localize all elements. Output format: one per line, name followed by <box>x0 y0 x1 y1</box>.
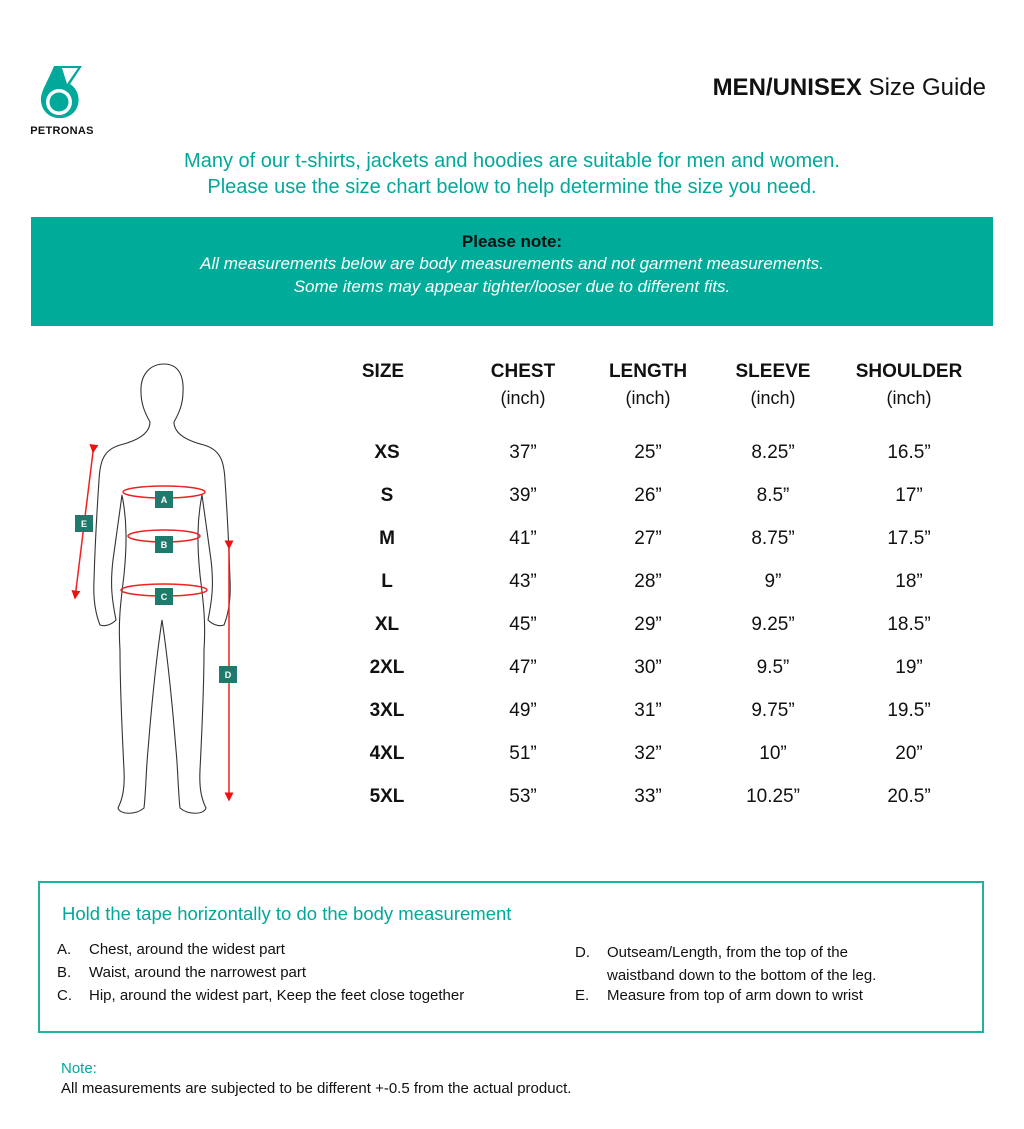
table-cell: 19.5” <box>887 700 931 721</box>
instruction-c: C. Hip, around the widest part, Keep the … <box>57 987 465 1004</box>
footer-note-text: All measurements are subjected to be dif… <box>61 1080 572 1097</box>
measure-tag-b: B <box>155 536 173 553</box>
table-cell: 41” <box>509 528 537 549</box>
measure-tag-d: D <box>219 666 237 683</box>
title-bold: MEN/UNISEX <box>712 74 862 101</box>
table-cell: 51” <box>509 743 537 764</box>
body-measurement-figure: A B C D E <box>71 363 237 814</box>
table-cell: 9” <box>764 571 782 592</box>
svg-text:B: B <box>161 540 168 550</box>
table-cell: 20.5” <box>887 786 931 807</box>
intro-text: Many of our t-shirts, jackets and hoodie… <box>0 148 1024 200</box>
table-cell: 45” <box>509 614 537 635</box>
column-unit: (inch) <box>750 388 796 408</box>
instruction-d: D. Outseam/Length, from the top of the wai… <box>575 944 877 984</box>
table-cell: 30” <box>634 657 662 678</box>
size-label: XS <box>374 442 400 463</box>
size-label: 3XL <box>369 700 405 721</box>
measure-tag-a: A <box>155 491 173 508</box>
table-cell: 28” <box>634 571 662 592</box>
size-label: S <box>380 485 394 506</box>
table-cell: 10” <box>759 743 787 764</box>
table-cell: 9.25” <box>751 614 795 635</box>
measurement-instructions: Hold the tape horizontally to do the bod… <box>38 881 984 1033</box>
column-unit: (inch) <box>625 388 671 408</box>
column-header: SIZE <box>361 361 405 382</box>
petronas-logo: PETRONAS <box>22 62 102 137</box>
table-cell: 8.75” <box>751 528 795 549</box>
table-cell: 8.25” <box>751 442 795 463</box>
column-unit: (inch) <box>886 388 932 408</box>
instruction-e: E. Measure from top of arm down to wrist <box>575 987 863 1004</box>
column-header: SLEEVE <box>735 361 811 382</box>
table-cell: 16.5” <box>887 442 931 463</box>
table-cell: 43” <box>509 571 537 592</box>
svg-text:E: E <box>81 519 87 529</box>
note-banner: Please note: All measurements below are … <box>31 217 993 326</box>
column-header: CHEST <box>490 361 556 382</box>
table-cell: 31” <box>634 700 662 721</box>
table-cell: 18.5” <box>887 614 931 635</box>
size-label: M <box>379 528 395 549</box>
table-cell: 10.25” <box>746 786 800 807</box>
size-label: 2XL <box>369 657 405 678</box>
note-line: Some items may appear tighter/looser due… <box>293 277 731 296</box>
table-cell: 47” <box>509 657 537 678</box>
size-label: XL <box>374 614 400 635</box>
logo-text: PETRONAS <box>30 125 94 137</box>
note-line: All measurements below are body measurem… <box>200 254 824 273</box>
table-cell: 19” <box>895 657 923 678</box>
table-cell: 37” <box>509 442 537 463</box>
table-cell: 33” <box>634 786 662 807</box>
size-label: L <box>381 571 393 592</box>
size-label: 5XL <box>369 786 405 807</box>
page-title: MEN/UNISEX Size Guide <box>713 74 986 102</box>
instructions-title: Hold the tape horizontally to do the bod… <box>62 903 512 924</box>
table-cell: 8.5” <box>756 485 790 506</box>
table-cell: 20” <box>895 743 923 764</box>
svg-text:C: C <box>161 592 168 602</box>
svg-text:A: A <box>161 495 168 505</box>
measure-tag-e: E <box>75 515 93 532</box>
intro-line: Please use the size chart below to help … <box>207 176 817 198</box>
table-cell: 29” <box>634 614 662 635</box>
table-cell: 9.5” <box>756 657 790 678</box>
table-cell: 17” <box>895 485 923 506</box>
size-label: 4XL <box>369 743 405 764</box>
footer-note-label: Note: <box>61 1060 97 1077</box>
column-unit: (inch) <box>500 388 546 408</box>
title-regular: Size Guide <box>868 74 986 101</box>
table-cell: 27” <box>634 528 662 549</box>
instruction-a: A. Chest, around the widest part <box>57 941 285 958</box>
table-cell: 25” <box>634 442 662 463</box>
table-cell: 39” <box>509 485 537 506</box>
table-cell: 9.75” <box>751 700 795 721</box>
intro-line: Many of our t-shirts, jackets and hoodie… <box>184 150 840 172</box>
table-cell: 49” <box>509 700 537 721</box>
measure-tag-c: C <box>155 588 173 605</box>
column-header: SHOULDER <box>855 361 963 382</box>
column-header: LENGTH <box>608 361 688 382</box>
table-cell: 17.5” <box>887 528 931 549</box>
svg-text:D: D <box>225 670 232 680</box>
table-cell: 18” <box>895 571 923 592</box>
table-cell: 26” <box>634 485 662 506</box>
instruction-b: B. Waist, around the narrowest part <box>57 964 307 981</box>
petronas-drop-icon <box>40 66 82 119</box>
table-cell: 32” <box>634 743 662 764</box>
note-heading: Please note: <box>461 232 563 251</box>
table-cell: 53” <box>509 786 537 807</box>
